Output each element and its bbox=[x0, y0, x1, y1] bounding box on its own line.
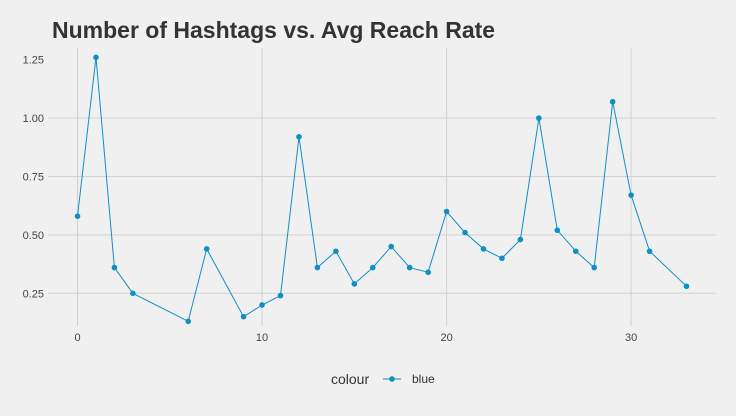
x-tick-label: 0 bbox=[74, 332, 80, 344]
legend-label-blue: blue bbox=[412, 372, 435, 386]
data-point bbox=[609, 98, 616, 105]
y-tick-label: 0.75 bbox=[23, 171, 44, 183]
data-point bbox=[536, 115, 542, 121]
data-point bbox=[369, 264, 376, 271]
y-tick-label: 0.50 bbox=[23, 230, 44, 242]
data-point bbox=[277, 292, 284, 299]
data-point bbox=[351, 281, 358, 287]
data-point bbox=[333, 248, 339, 255]
data-point bbox=[443, 208, 450, 215]
data-point bbox=[203, 246, 210, 252]
data-point bbox=[74, 213, 81, 220]
data-point bbox=[591, 264, 598, 271]
data-point bbox=[406, 264, 413, 271]
data-point bbox=[296, 133, 302, 140]
x-tick-label: 20 bbox=[440, 332, 452, 344]
data-point bbox=[259, 302, 265, 308]
grid-layer bbox=[48, 48, 716, 326]
y-tick-label: 1.00 bbox=[23, 113, 44, 125]
series-line bbox=[77, 57, 687, 323]
data-point bbox=[93, 54, 99, 61]
legend-key-point bbox=[389, 376, 395, 382]
data-point bbox=[111, 264, 118, 271]
data-point bbox=[646, 248, 653, 255]
tick-label-layer: 0 10 20 30 0.25 0.50 0.75 1.00 1.25 bbox=[23, 55, 638, 344]
data-point bbox=[388, 243, 395, 250]
data-point bbox=[628, 192, 634, 198]
legend: colour blue bbox=[331, 371, 435, 387]
x-tick-label: 10 bbox=[256, 332, 268, 344]
data-point bbox=[499, 255, 505, 262]
data-point bbox=[240, 313, 247, 320]
legend-title: colour bbox=[331, 371, 369, 387]
data-point bbox=[462, 229, 468, 236]
x-tick-label: 30 bbox=[625, 332, 637, 344]
data-point bbox=[554, 227, 561, 234]
data-point bbox=[314, 264, 321, 271]
data-point bbox=[130, 290, 136, 297]
series-layer bbox=[74, 54, 690, 325]
y-tick-label: 1.25 bbox=[23, 55, 44, 67]
data-point bbox=[683, 283, 690, 290]
data-point bbox=[517, 236, 524, 243]
y-tick-label: 0.25 bbox=[23, 288, 44, 300]
data-point bbox=[480, 246, 487, 252]
data-point bbox=[185, 318, 192, 325]
data-point bbox=[425, 269, 431, 276]
chart-title: Number of Hashtags vs. Avg Reach Rate bbox=[52, 17, 495, 43]
data-point bbox=[572, 248, 579, 255]
